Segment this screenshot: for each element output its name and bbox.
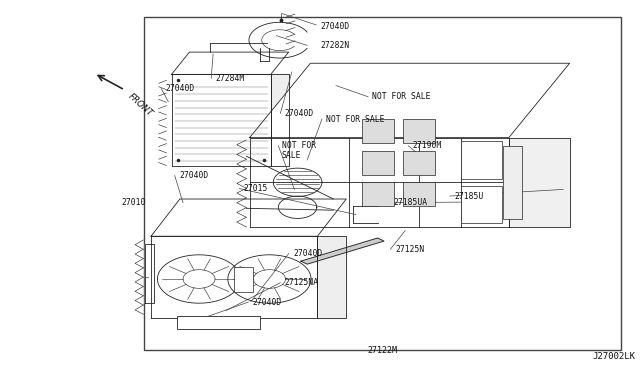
Polygon shape	[301, 238, 384, 264]
Text: 27015: 27015	[243, 184, 268, 193]
Text: 27040D: 27040D	[285, 109, 314, 118]
Text: 27190M: 27190M	[413, 141, 442, 150]
Bar	[461, 141, 502, 179]
Polygon shape	[172, 52, 289, 74]
Text: J27002LK: J27002LK	[593, 352, 636, 361]
Polygon shape	[271, 74, 289, 166]
Polygon shape	[151, 236, 317, 318]
Polygon shape	[250, 138, 509, 227]
Text: 27040D: 27040D	[179, 171, 209, 180]
Bar	[403, 151, 435, 175]
Text: NOT FOR: NOT FOR	[282, 141, 316, 150]
Bar	[177, 316, 260, 329]
Text: 27040D: 27040D	[253, 298, 282, 307]
Text: 27040D: 27040D	[165, 84, 195, 93]
Polygon shape	[172, 74, 271, 166]
Text: 27284M: 27284M	[215, 74, 244, 83]
Text: 27185UA: 27185UA	[394, 198, 428, 207]
Text: 27040D: 27040D	[320, 22, 349, 31]
Text: 27010: 27010	[122, 198, 146, 207]
Polygon shape	[250, 63, 570, 138]
Text: NOT FOR SALE: NOT FOR SALE	[372, 92, 431, 101]
Bar	[461, 186, 502, 223]
Text: 27125N: 27125N	[396, 245, 425, 254]
Polygon shape	[246, 156, 333, 210]
Bar	[403, 182, 435, 206]
Text: SALE: SALE	[282, 151, 301, 160]
Polygon shape	[145, 244, 154, 303]
Text: NOT FOR SALE: NOT FOR SALE	[326, 115, 385, 124]
Bar	[362, 151, 394, 175]
Polygon shape	[317, 236, 346, 318]
Text: 27040D: 27040D	[293, 249, 323, 258]
Bar	[362, 182, 394, 206]
Bar	[362, 119, 394, 143]
Text: 27122M: 27122M	[367, 346, 397, 355]
Bar	[234, 267, 253, 292]
Bar	[144, 17, 621, 350]
Text: 27125NA: 27125NA	[285, 278, 319, 287]
Bar	[403, 119, 435, 143]
Text: FRONT: FRONT	[127, 92, 155, 118]
Bar	[503, 146, 522, 219]
Polygon shape	[151, 199, 346, 236]
Text: 27185U: 27185U	[454, 192, 484, 201]
Text: 27282N: 27282N	[320, 41, 349, 50]
Polygon shape	[509, 138, 570, 227]
